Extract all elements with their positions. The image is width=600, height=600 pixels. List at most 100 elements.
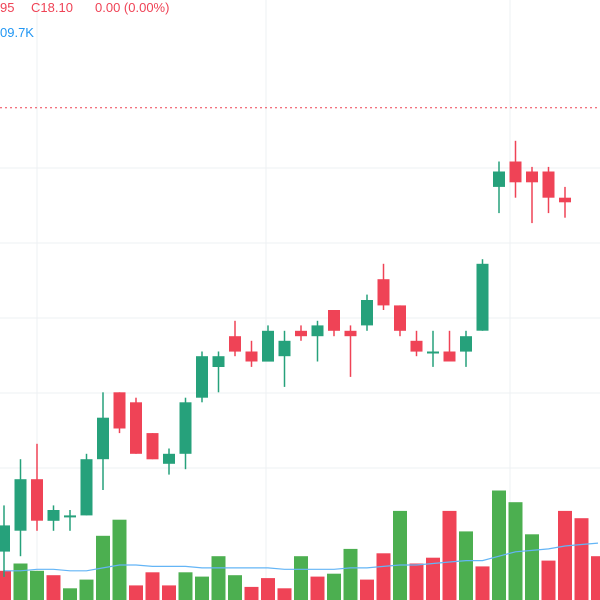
volume-bar [244,586,259,600]
candle-body [328,310,340,331]
candle-body [509,161,522,183]
volume-bar [46,575,61,600]
volume-ma-line [4,542,599,572]
candle-up [212,351,225,393]
volume-bar [112,519,127,600]
candle-body [14,479,27,531]
candle-down [146,433,159,460]
candle-up [427,330,439,367]
candle-down [526,166,538,224]
legend-close: C18.10 [31,0,73,15]
legend-ohlc-fragment: 95 [0,0,14,15]
volume-bar [393,510,407,600]
volume-bar [228,575,242,600]
volume-bar [277,588,292,600]
candle-body [212,356,225,367]
candle-down [229,320,241,357]
volume-bar [426,557,440,600]
volume-bar [442,510,457,600]
candle-up [80,453,93,516]
volume-bars [0,490,600,600]
volume-bar [343,548,358,600]
candle-down [559,186,571,218]
candle-body [344,330,357,337]
volume-bar [13,563,28,600]
candle-body [97,417,109,460]
candle-body [460,336,472,352]
candle-body [0,525,10,552]
volume-bar [129,585,143,600]
volume-bar [508,502,523,600]
volume-bar [310,576,325,600]
candle-down [542,166,555,214]
candle-body [410,340,423,352]
candle-body [229,336,241,352]
candle-down [130,397,142,454]
candle-down [295,325,307,341]
candle-down [443,330,456,362]
volume-bar [558,510,572,600]
candle-down [394,305,406,337]
candle-up [64,510,76,531]
legend: 95 C18.10 0.00 (0.00%) 09.7K [0,0,169,40]
candle-body [476,263,489,331]
volume-bar [294,556,308,600]
candle-up [311,320,324,362]
candle-body [493,171,505,187]
candle-up [476,259,489,331]
candle-up [278,330,291,387]
legend-change: 0.00 (0.00%) [95,0,169,15]
volume-bar [195,576,209,600]
candle-up [0,505,10,577]
candle-down [245,340,258,367]
candle-down [328,310,340,337]
volume-bar [525,534,539,600]
candle-body [377,279,390,306]
volume-bar [79,579,94,600]
volume-bar [475,566,490,600]
candle-body [361,300,373,326]
candle-body [179,402,192,454]
candle-up [493,161,505,214]
candle-down [31,443,43,531]
volume-bar [145,572,160,600]
candle-body [295,330,307,337]
candle-down [377,263,390,310]
candle-down [410,330,423,357]
volume-bar [178,572,193,600]
candle-body [146,433,159,460]
candle-body [47,510,60,521]
volume-bar [211,556,226,600]
volume-bar [30,570,44,600]
volume-bar [0,570,11,600]
candle-up [361,294,373,331]
candle-up [196,351,208,403]
candle-body [130,402,142,454]
candle-up [163,448,175,475]
volume-bar [376,553,391,600]
candle-body [311,325,324,337]
candle-body [64,515,76,518]
candle-body [80,459,93,516]
volume-bar [591,556,600,600]
candle-up [97,392,109,490]
candle-body [163,453,175,464]
candle-body [394,305,406,331]
candle-body [559,197,571,203]
volume-bar [63,588,77,600]
candle-body [113,392,126,429]
candle-down [509,140,522,198]
legend-volume-ma: 09.7K [0,25,34,40]
candles [0,140,571,577]
candle-body [196,356,208,398]
candle-body [427,351,439,354]
candle-up [460,330,472,367]
volume-bar [492,490,506,600]
volume-bar [541,560,556,600]
volume-bar [574,518,589,600]
candle-down [344,325,357,377]
candle-body [542,171,555,198]
candle-up [179,397,192,470]
